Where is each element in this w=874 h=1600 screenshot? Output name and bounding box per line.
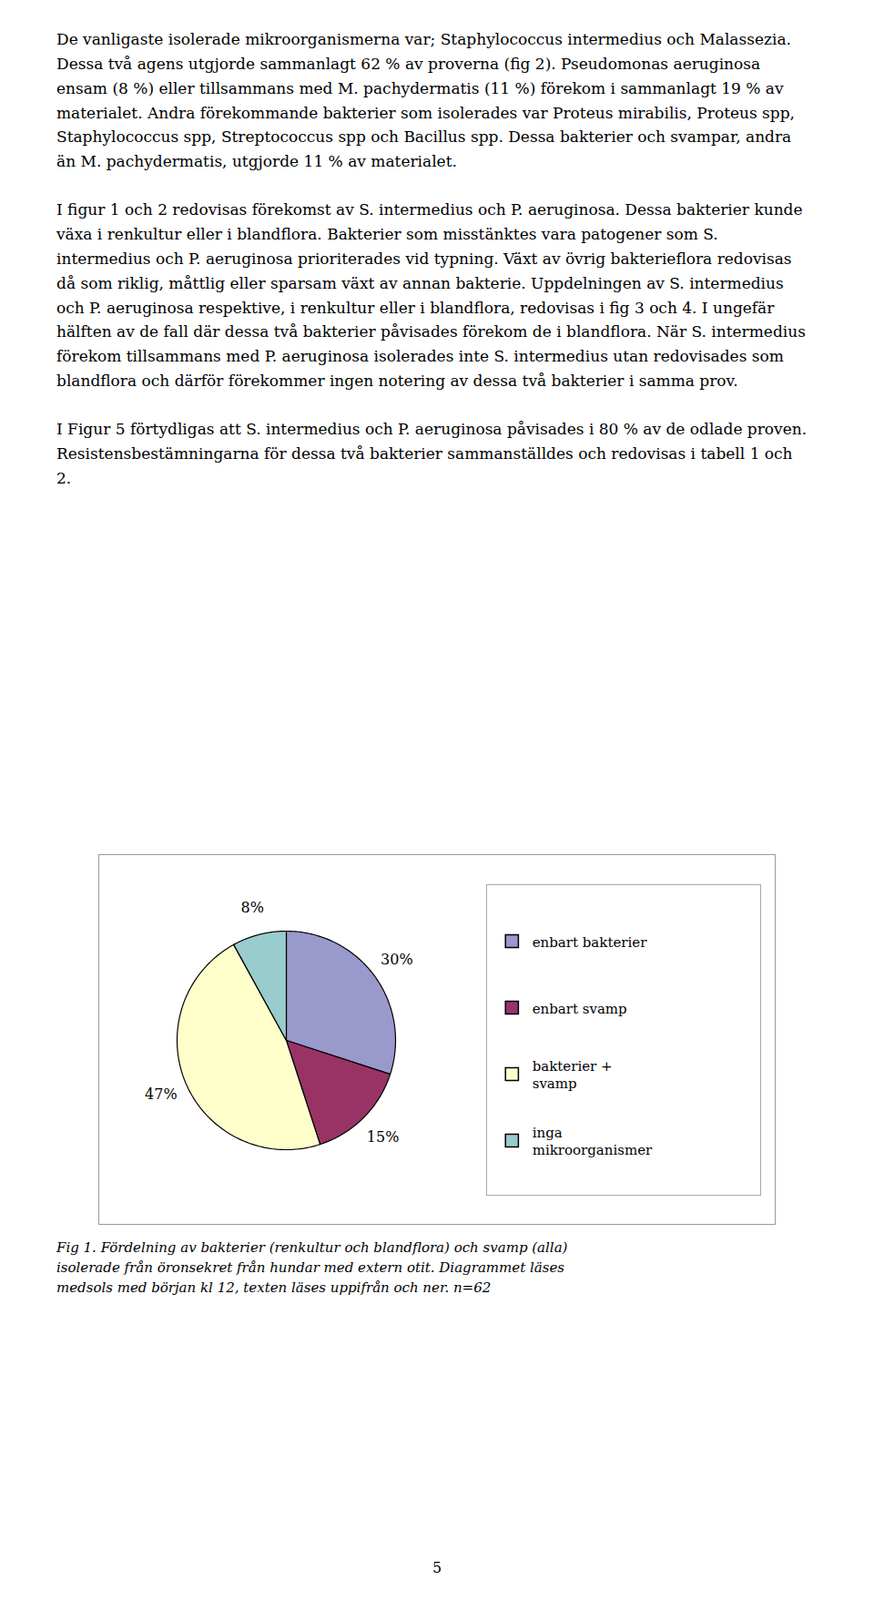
svg-text:30%: 30% [380, 950, 414, 968]
html-text:I Figur 5 förtydligas att S. i: I Figur 5 förtydligas att S. intermedius… [56, 419, 807, 487]
html-text:I figur 1 och 2 redovisas före: I figur 1 och 2 redovisas förekomst av S… [56, 200, 806, 390]
html-text:5: 5 [432, 1558, 442, 1576]
svg-text:enbart svamp: enbart svamp [532, 999, 628, 1017]
svg-text:ingamikroorganismer: ingamikroorganismer [532, 1124, 653, 1159]
html-text:Fig 1. Fördelning av bakterier: Fig 1. Fördelning av bakterier (renkultu… [56, 1239, 568, 1296]
svg-text:8%: 8% [241, 898, 265, 916]
svg-text:15%: 15% [366, 1127, 400, 1145]
svg-text:bakterier +svamp: bakterier +svamp [532, 1057, 613, 1092]
svg-text:47%: 47% [144, 1085, 178, 1103]
html-text:De vanligaste isolerade mikroo: De vanligaste isolerade mikroorganismern… [56, 30, 795, 171]
svg-text:enbart bakterier: enbart bakterier [532, 933, 648, 950]
